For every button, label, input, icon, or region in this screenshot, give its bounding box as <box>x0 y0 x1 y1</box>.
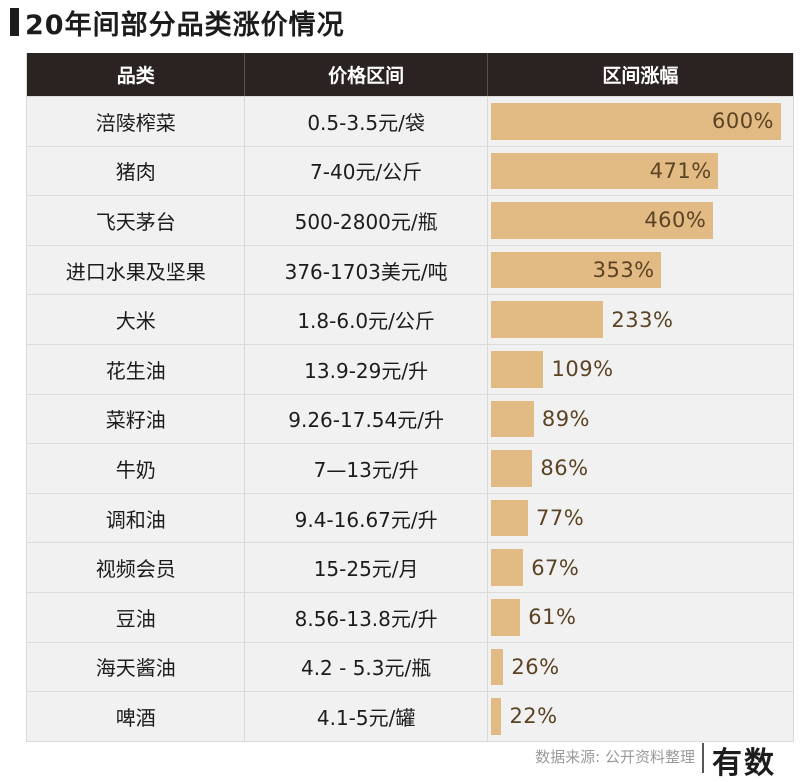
table-row: 猪肉 7-40元/公斤 471% <box>27 145 793 196</box>
table-row: 菜籽油 9.26-17.54元/升 89% <box>27 393 793 444</box>
increase-label: 109% <box>551 357 614 382</box>
increase-cell: 89% <box>486 394 793 444</box>
increase-cell: 86% <box>486 444 793 493</box>
title-marker <box>10 8 19 36</box>
category-cell: 飞天茅台 <box>95 209 176 234</box>
brand-logo: 有数 <box>712 746 776 781</box>
increase-label: 77% <box>536 506 585 531</box>
table-row: 视频会员 15-25元/月 67% <box>27 542 793 592</box>
price-increase-table: 品类 价格区间 区间涨幅 涪陵榨菜 0.5-3.5元/袋 600% 猪肉 7-40元/公… <box>26 53 794 742</box>
increase-label: 61% <box>528 605 577 630</box>
category-cell: 进口水果及坚果 <box>65 259 206 284</box>
increase-label: 460% <box>644 208 707 233</box>
increase-cell: 460% <box>486 196 793 245</box>
increase-cell: 600% <box>486 97 793 146</box>
price-range-cell: 7—13元/升 <box>244 444 486 493</box>
category-cell: 视频会员 <box>95 557 176 582</box>
increase-bar <box>490 400 534 438</box>
price-range-cell: 4.2 - 5.3元/瓶 <box>244 642 486 692</box>
header-price-range: 价格区间 <box>244 53 486 96</box>
increase-bar <box>490 698 502 735</box>
increase-bar <box>490 350 544 388</box>
category-cell: 调和油 <box>105 507 166 532</box>
increase-bar <box>490 450 533 487</box>
price-range-cell: 1.8-6.0元/公斤 <box>244 295 486 344</box>
increase-label: 600% <box>711 109 775 134</box>
table-header: 品类 价格区间 区间涨幅 <box>27 53 793 96</box>
increase-bar <box>490 598 521 636</box>
price-range-cell: 376-1703美元/吨 <box>244 245 486 295</box>
price-range-cell: 500-2800元/瓶 <box>244 196 486 245</box>
table-row: 啤酒 4.1-5元/罐 22% <box>27 691 793 741</box>
price-range-cell: 9.4-16.67元/升 <box>244 493 486 543</box>
table-row: 牛奶 7—13元/升 86% <box>27 443 793 493</box>
price-range-cell: 7-40元/公斤 <box>244 146 486 196</box>
price-range-cell: 13.9-29元/升 <box>244 344 486 394</box>
footer: 数据来源: 公开资料整理 有数 <box>0 738 800 781</box>
table-body: 涪陵榨菜 0.5-3.5元/袋 600% 猪肉 7-40元/公斤 471% 飞天茅台 500-… <box>27 96 793 741</box>
category-cell: 涪陵榨菜 <box>95 110 176 135</box>
increase-bar <box>490 549 524 586</box>
increase-cell: 233% <box>486 295 793 344</box>
price-range-cell: 9.26-17.54元/升 <box>244 394 486 444</box>
table-row: 大米 1.8-6.0元/公斤 233% <box>27 294 793 344</box>
table-row: 花生油 13.9-29元/升 109% <box>27 343 793 394</box>
table-row: 海天酱油 4.2 - 5.3元/瓶 26% <box>27 641 793 692</box>
chart-title: 20年间部分品类涨价情况 <box>25 9 345 41</box>
increase-cell: 22% <box>486 692 793 741</box>
category-cell: 猪肉 <box>115 160 156 185</box>
increase-label: 86% <box>540 456 589 481</box>
increase-cell: 77% <box>486 493 793 543</box>
increase-bar <box>490 251 662 289</box>
title-bar: 20年间部分品类涨价情况 <box>10 2 345 42</box>
increase-bar <box>490 103 781 140</box>
price-range-cell: 4.1-5元/罐 <box>244 692 486 741</box>
table-row: 飞天茅台 500-2800元/瓶 460% <box>27 195 793 245</box>
increase-label: 26% <box>511 654 560 679</box>
increase-bar <box>490 648 504 686</box>
increase-cell: 471% <box>486 146 793 196</box>
increase-label: 22% <box>509 704 558 729</box>
header-increase: 区间涨幅 <box>486 53 793 96</box>
table-row: 调和油 9.4-16.67元/升 77% <box>27 492 793 543</box>
increase-label: 67% <box>531 555 580 580</box>
increase-cell: 109% <box>486 344 793 394</box>
increase-cell: 61% <box>486 592 793 642</box>
increase-cell: 67% <box>486 543 793 592</box>
table-row: 涪陵榨菜 0.5-3.5元/袋 600% <box>27 96 793 146</box>
increase-cell: 26% <box>486 642 793 692</box>
header-category: 品类 <box>116 65 155 87</box>
category-cell: 大米 <box>115 309 156 334</box>
increase-cell: 353% <box>486 245 793 295</box>
price-range-cell: 8.56-13.8元/升 <box>244 592 486 642</box>
increase-label: 89% <box>541 406 591 431</box>
increase-bar <box>490 202 714 239</box>
category-cell: 菜籽油 <box>105 408 166 433</box>
footer-divider <box>702 743 704 773</box>
source-note: 数据来源: 公开资料整理 <box>535 748 695 766</box>
table-row: 进口水果及坚果 376-1703美元/吨 353% <box>27 244 793 295</box>
category-cell: 海天酱油 <box>95 656 176 681</box>
category-cell: 花生油 <box>105 358 166 383</box>
table-row: 豆油 8.56-13.8元/升 61% <box>27 591 793 642</box>
increase-bar <box>490 152 719 190</box>
increase-bar <box>490 301 604 338</box>
increase-label: 471% <box>649 158 712 183</box>
price-range-cell: 0.5-3.5元/袋 <box>244 97 486 146</box>
increase-bar <box>490 499 529 537</box>
increase-label: 233% <box>611 307 674 332</box>
increase-label: 353% <box>592 258 655 283</box>
category-cell: 牛奶 <box>115 457 156 482</box>
category-cell: 啤酒 <box>115 705 156 730</box>
category-cell: 豆油 <box>115 606 156 631</box>
price-range-cell: 15-25元/月 <box>244 543 486 592</box>
